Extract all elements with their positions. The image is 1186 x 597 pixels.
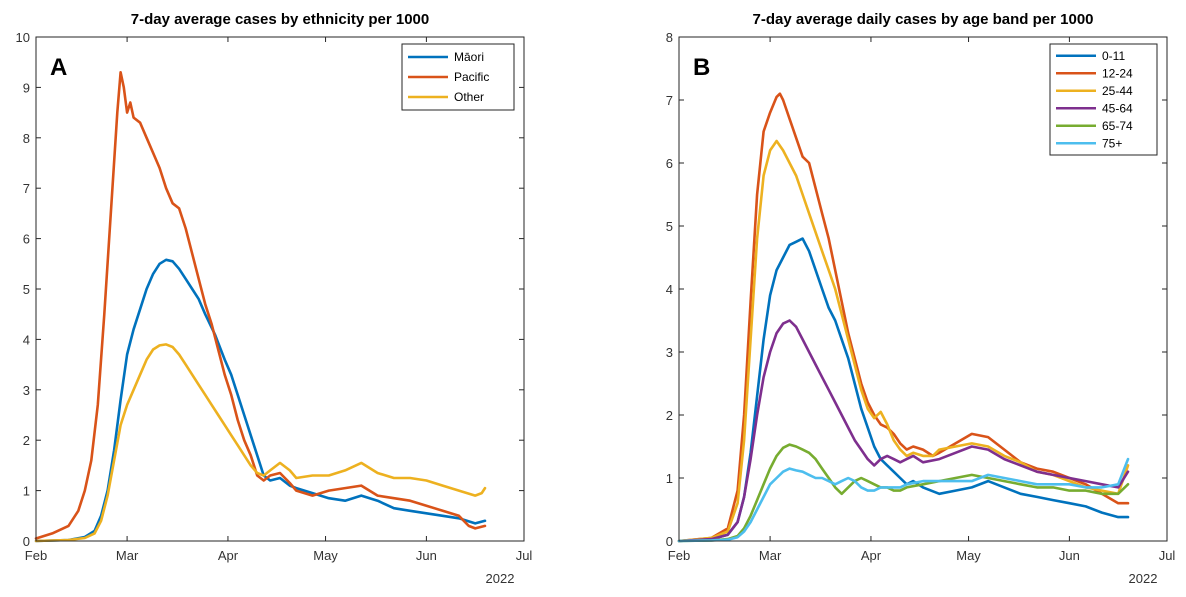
- chart-title: 7-day average cases by ethnicity per 100…: [131, 11, 430, 28]
- legend-label: 65-74: [1102, 119, 1133, 133]
- series-line-25-44: [677, 139, 1130, 543]
- y-tick-label: 2: [23, 433, 30, 448]
- legend-label: 0-11: [1102, 49, 1125, 63]
- legend-label: Māori: [454, 50, 484, 64]
- legend-label: 12-24: [1102, 66, 1133, 80]
- y-tick-label: 1: [23, 484, 30, 499]
- chart-title: 7-day average daily cases by age band pe…: [752, 11, 1093, 28]
- legend: 0-11 12-24 25-44 45-64 65-74 75+: [1049, 43, 1158, 156]
- x-tick-label: Jul: [1159, 548, 1176, 563]
- series-lines: [677, 92, 1130, 543]
- series-line-75-: [677, 457, 1130, 543]
- series-line-pacific: [34, 71, 487, 540]
- series-line-12-24: [677, 92, 1130, 543]
- x-tick-label: Apr: [218, 548, 239, 563]
- x-tick-label: Jul: [516, 548, 533, 563]
- y-tick-label: 7: [23, 181, 30, 196]
- x-tick-label: Jun: [416, 548, 437, 563]
- y-tick-label: 8: [666, 30, 673, 45]
- x-year-label: 2022: [1129, 571, 1158, 586]
- x-tick-label: Mar: [116, 548, 139, 563]
- y-tick-label: 8: [23, 131, 30, 146]
- legend-label: Other: [454, 90, 484, 104]
- series-lines: [34, 71, 487, 543]
- series-line-65-74: [677, 443, 1130, 543]
- x-tick-label: Jun: [1059, 548, 1080, 563]
- y-tick-label: 10: [16, 30, 30, 45]
- y-tick-label: 3: [666, 345, 673, 360]
- plot-area-frame: [35, 36, 525, 542]
- x-year-label: 2022: [486, 571, 515, 586]
- legend: Māori Pacific Other: [401, 43, 515, 111]
- series-line-m-ori: [34, 258, 487, 543]
- legend-box: [1049, 43, 1158, 156]
- y-tick-label: 4: [666, 282, 673, 297]
- y-tick-label: 0: [666, 534, 673, 549]
- y-tick-label: 7: [666, 93, 673, 108]
- legend-label: 45-64: [1102, 101, 1133, 115]
- y-tick-label: 5: [666, 219, 673, 234]
- legend-label: Pacific: [454, 70, 489, 84]
- series-line-45-64: [677, 319, 1130, 543]
- x-tick-label: Apr: [861, 548, 882, 563]
- series-line-other: [34, 343, 487, 543]
- x-tick-label: Mar: [759, 548, 782, 563]
- y-tick-label: 6: [666, 156, 673, 171]
- x-tick-label: May: [313, 548, 338, 563]
- chart-panel-b: 7-day average daily cases by age band pe…: [666, 11, 1176, 586]
- y-tick-label: 4: [23, 332, 30, 347]
- y-tick-label: 3: [23, 383, 30, 398]
- series-line-0-11: [677, 237, 1130, 543]
- y-tick-label: 0: [23, 534, 30, 549]
- x-tick-label: May: [956, 548, 981, 563]
- panel-label: A: [50, 54, 67, 81]
- y-tick-label: 6: [23, 232, 30, 247]
- x-tick-label: Feb: [25, 548, 47, 563]
- y-tick-label: 1: [666, 471, 673, 486]
- legend-label: 75+: [1102, 136, 1122, 150]
- x-tick-label: Feb: [668, 548, 690, 563]
- y-tick-label: 5: [23, 282, 30, 297]
- chart-panel-a: 7-day average cases by ethnicity per 100…: [16, 11, 533, 586]
- y-tick-label: 2: [666, 408, 673, 423]
- legend-label: 25-44: [1102, 84, 1133, 98]
- panel-label: B: [693, 54, 710, 81]
- y-tick-label: 9: [23, 80, 30, 95]
